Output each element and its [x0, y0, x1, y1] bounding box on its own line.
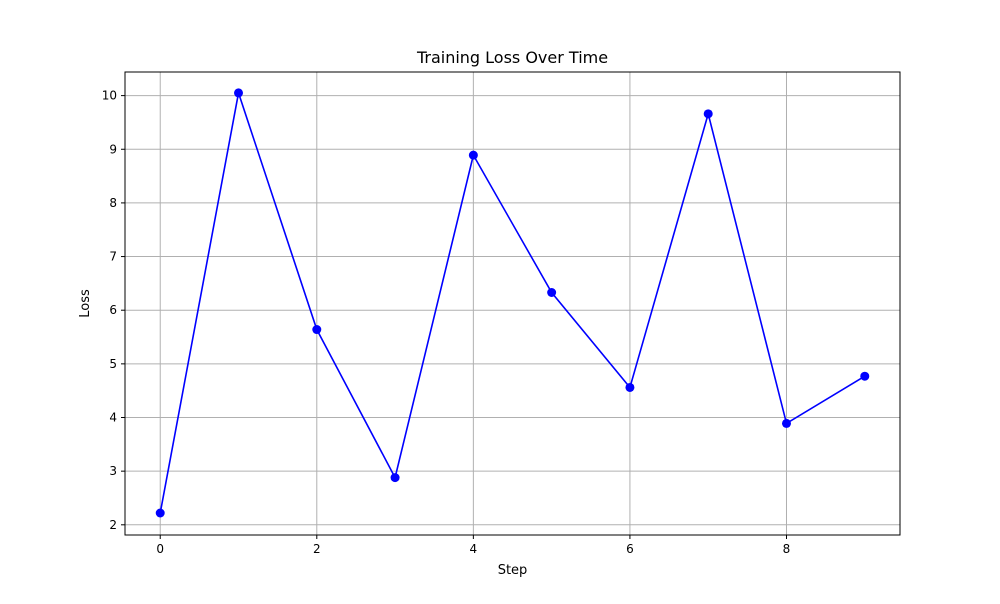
data-point-marker — [781, 418, 791, 428]
x-tick-label: 8 — [783, 542, 791, 556]
y-tick-label: 3 — [109, 464, 117, 478]
data-point-marker — [860, 371, 870, 381]
x-axis-ticks: 0 2 4 6 8 — [156, 535, 790, 556]
series-layer — [155, 88, 870, 518]
data-point-marker — [703, 109, 713, 119]
data-point-marker — [625, 382, 635, 392]
x-tick-label: 4 — [470, 542, 478, 556]
data-point-marker — [390, 473, 400, 483]
data-point-marker — [155, 508, 165, 518]
chart-title: Training Loss Over Time — [416, 48, 608, 67]
x-axis-label: Step — [498, 563, 528, 578]
y-tick-label: 10 — [102, 89, 117, 103]
plot-area-frame — [124, 71, 901, 536]
data-point-marker — [234, 88, 244, 98]
y-tick-label: 5 — [109, 357, 117, 371]
series-line — [159, 92, 866, 514]
x-tick-label: 6 — [626, 542, 634, 556]
y-tick-label: 9 — [109, 142, 117, 156]
data-point-marker — [312, 325, 322, 335]
grid-lines — [125, 72, 900, 535]
y-tick-label: 4 — [109, 411, 117, 425]
data-point-marker — [468, 150, 478, 160]
y-tick-label: 2 — [109, 518, 117, 532]
x-tick-label: 0 — [156, 542, 164, 556]
y-tick-label: 8 — [109, 196, 117, 210]
x-tick-label: 2 — [313, 542, 321, 556]
y-tick-label: 7 — [109, 250, 117, 264]
y-axis-ticks: 2 3 4 5 6 7 8 9 10 — [102, 89, 125, 532]
y-tick-label: 6 — [109, 303, 117, 317]
data-point-marker — [547, 288, 557, 298]
y-axis-label: Loss — [78, 289, 93, 318]
